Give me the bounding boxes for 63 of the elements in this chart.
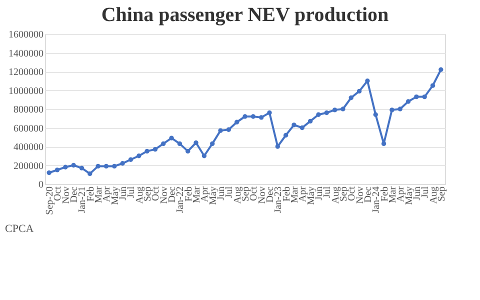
point <box>169 136 174 140</box>
point <box>275 144 280 149</box>
point <box>144 148 150 154</box>
point <box>242 114 248 119</box>
x-tick-label: Sep <box>240 186 252 202</box>
point <box>267 110 272 116</box>
point <box>373 112 378 117</box>
x-tick-label: Feb <box>85 186 96 202</box>
point <box>226 127 232 132</box>
point <box>88 171 92 176</box>
point <box>438 67 444 72</box>
y-tick-label: 600000 <box>14 123 44 134</box>
point <box>54 168 60 172</box>
y-tick-label: 200000 <box>14 160 44 172</box>
point <box>218 128 223 133</box>
point <box>177 141 182 146</box>
point <box>324 110 329 116</box>
point <box>292 122 296 128</box>
y-tick-label: 1200000 <box>8 67 44 78</box>
y-tick-label: 800000 <box>14 104 44 116</box>
point <box>300 125 304 130</box>
point <box>316 112 321 117</box>
point <box>390 108 394 112</box>
point <box>356 88 362 94</box>
y-tick-label: 1000000 <box>8 86 44 97</box>
point <box>136 154 142 158</box>
point <box>186 148 190 154</box>
point <box>422 94 427 100</box>
point <box>120 161 125 166</box>
point <box>128 157 134 162</box>
point <box>104 164 109 169</box>
point <box>283 132 288 138</box>
point <box>398 106 402 112</box>
point <box>365 78 370 84</box>
chart-title: China passenger NEV production <box>101 4 389 26</box>
y-tick-label: 0 <box>38 180 44 190</box>
point <box>152 146 158 152</box>
y-tick-label: 1400000 <box>8 48 44 60</box>
point <box>430 83 436 88</box>
point <box>79 166 84 170</box>
point <box>250 114 256 119</box>
point <box>234 120 240 124</box>
point <box>381 141 386 146</box>
point <box>202 154 207 158</box>
point <box>194 140 198 146</box>
point <box>414 94 419 100</box>
text: CPCA <box>5 223 34 235</box>
point <box>340 106 346 112</box>
point <box>96 164 100 169</box>
point <box>348 95 354 100</box>
y-tick-label: 1600000 <box>8 30 44 40</box>
point <box>406 99 411 104</box>
point <box>332 108 338 112</box>
point <box>46 170 52 176</box>
x-tick-label: Feb <box>183 186 194 202</box>
point <box>308 118 313 124</box>
point <box>161 141 166 146</box>
point <box>258 115 264 120</box>
point <box>112 164 117 169</box>
point <box>63 164 68 170</box>
point <box>210 141 215 146</box>
y-tick-label: 400000 <box>14 142 44 153</box>
point <box>71 162 76 168</box>
